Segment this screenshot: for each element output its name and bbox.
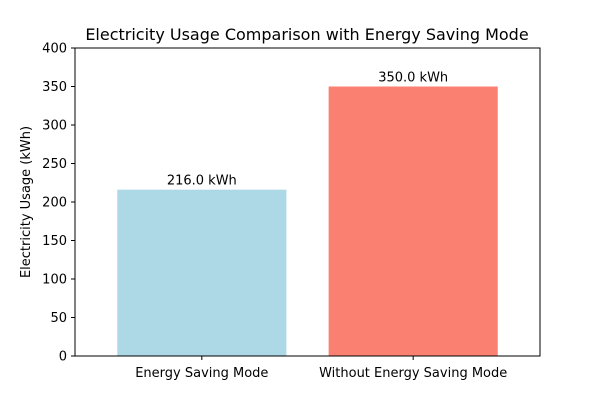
y-tick-label-250: 250 [42, 157, 67, 172]
y-tick-label-200: 200 [42, 196, 67, 211]
bar-value-label-2: 350.0 kWh [378, 71, 448, 86]
y-axis: 0 50 100 150 200 250 300 350 400 [42, 42, 75, 365]
bar-labels-group: 216.0 kWh 350.0 kWh [167, 71, 448, 189]
x-tick-label-1: Energy Saving Mode [135, 366, 268, 381]
y-tick-label-50: 50 [50, 311, 67, 326]
bar-value-label-1: 216.0 kWh [167, 174, 237, 189]
chart-title: Electricity Usage Comparison with Energy… [85, 25, 528, 44]
y-tick-label-150: 150 [42, 234, 67, 249]
plot-area: 216.0 kWh 350.0 kWh [74, 47, 541, 357]
y-tick-label-0: 0 [59, 350, 67, 365]
y-tick-label-400: 400 [42, 42, 67, 57]
y-tick-label-300: 300 [42, 119, 67, 134]
x-tick-label-2: Without Energy Saving Mode [319, 366, 507, 381]
bar-2 [328, 86, 498, 356]
y-axis-label: Electricity Usage (kWh) [19, 126, 34, 278]
bar-1 [117, 189, 287, 356]
y-tick-label-350: 350 [42, 80, 67, 95]
y-tick-label-100: 100 [42, 273, 67, 288]
x-axis: Energy Saving Mode Without Energy Saving … [135, 356, 507, 381]
bars-group [117, 86, 498, 356]
